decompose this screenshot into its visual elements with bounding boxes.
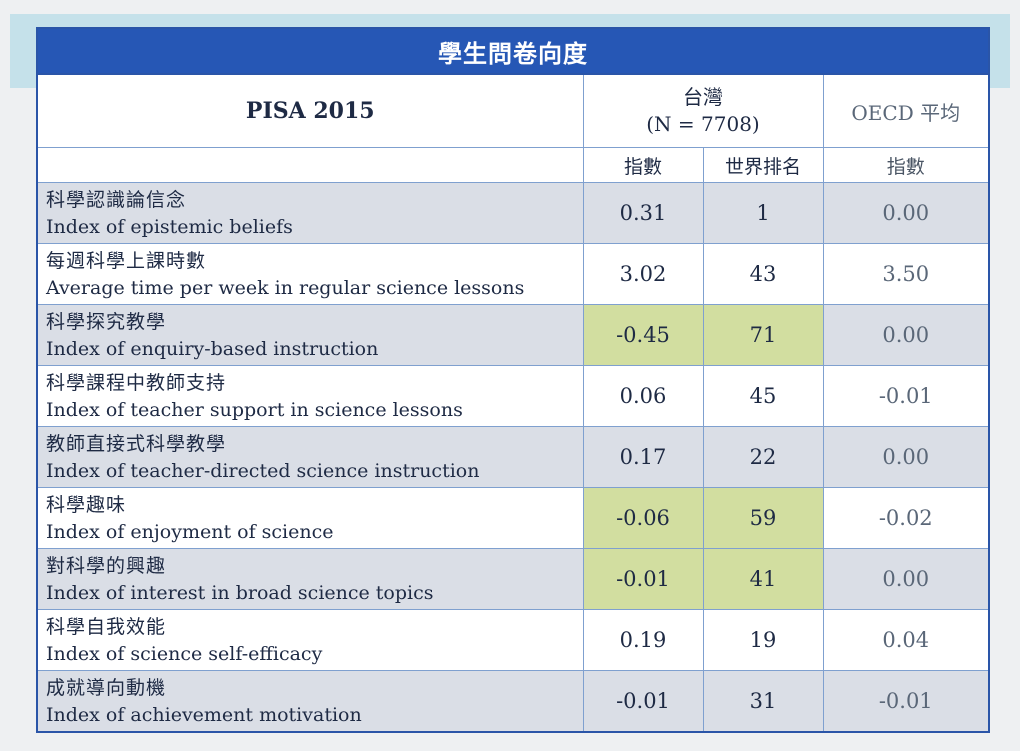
pisa-header: PISA 2015 (36, 73, 584, 148)
table-title: 學生問卷向度 (36, 27, 990, 75)
row-label: 科學趣味 Index of enjoyment of science (36, 487, 584, 549)
world-rank-cell: 45 (702, 365, 824, 427)
oecd-average-label: 平均 (920, 100, 961, 125)
taiwan-index-cell: 0.19 (582, 609, 704, 671)
subheader-world-rank: 世界排名 (702, 147, 824, 183)
oecd-index-cell: 3.50 (822, 243, 990, 305)
row-label: 科學認識論信念 Index of epistemic beliefs (36, 182, 584, 244)
oecd-index-cell: 0.04 (822, 609, 990, 671)
row-label: 每週科學上課時數 Average time per week in regular… (36, 243, 584, 305)
row-label: 對科學的興趣 Index of interest in broad science… (36, 548, 584, 610)
row-label-english: Index of enquiry-based instruction (46, 338, 379, 360)
row-label-english: Index of enjoyment of science (46, 521, 334, 543)
world-rank-cell: 22 (702, 426, 824, 488)
oecd-index-cell: 0.00 (822, 548, 990, 610)
world-rank-cell: 59 (702, 487, 824, 549)
world-rank-cell: 41 (702, 548, 824, 610)
oecd-index-cell: -0.01 (822, 365, 990, 427)
taiwan-label: 台灣 (683, 85, 723, 109)
row-label: 科學課程中教師支持 Index of teacher support in sci… (36, 365, 584, 427)
taiwan-index-cell: 0.06 (582, 365, 704, 427)
table-row: 科學課程中教師支持 Index of teacher support in sci… (36, 365, 990, 427)
row-label-chinese: 科學趣味 (46, 494, 127, 516)
taiwan-index-cell: -0.06 (582, 487, 704, 549)
world-rank-cell: 31 (702, 670, 824, 733)
table-row: 對科學的興趣 Index of interest in broad science… (36, 548, 990, 610)
blank-subheader-cell (36, 147, 584, 183)
taiwan-sample-size: (N = 7708) (646, 112, 760, 136)
row-label-chinese: 科學課程中教師支持 (46, 372, 227, 394)
row-label-chinese: 科學自我效能 (46, 616, 167, 638)
row-label-english: Index of achievement motivation (46, 704, 362, 726)
pisa-questionnaire-table: 學生問卷向度 PISA 2015 台灣 (N = 7708) OECD 平均 指… (36, 27, 990, 733)
row-label-english: Average time per week in regular science… (46, 277, 525, 299)
row-label: 成就導向動機 Index of achievement motivation (36, 670, 584, 733)
row-label-chinese: 科學認識論信念 (46, 189, 187, 211)
taiwan-index-cell: 0.17 (582, 426, 704, 488)
table-row: 教師直接式科學教學 Index of teacher-directed scien… (36, 426, 990, 488)
row-label-chinese: 每週科學上課時數 (46, 250, 207, 272)
oecd-index-cell: 0.00 (822, 426, 990, 488)
world-rank-cell: 71 (702, 304, 824, 366)
table-row: 科學自我效能 Index of science self-efficacy 0.19… (36, 609, 990, 671)
taiwan-index-cell: -0.01 (582, 548, 704, 610)
oecd-index-cell: 0.00 (822, 304, 990, 366)
world-rank-cell: 1 (702, 182, 824, 244)
taiwan-header: 台灣 (N = 7708) (582, 73, 824, 148)
row-label: 科學探究教學 Index of enquiry-based instruction (36, 304, 584, 366)
table-row: 科學探究教學 Index of enquiry-based instruction… (36, 304, 990, 366)
table-row: 科學認識論信念 Index of epistemic beliefs 0.31 1 0.… (36, 182, 990, 244)
oecd-index-cell: -0.01 (822, 670, 990, 733)
row-label: 科學自我效能 Index of science self-efficacy (36, 609, 584, 671)
subheader-index: 指數 (582, 147, 704, 183)
row-label-english: Index of interest in broad science topic… (46, 582, 434, 604)
subheader-oecd-index: 指數 (822, 147, 990, 183)
world-rank-cell: 43 (702, 243, 824, 305)
table-row: 科學趣味 Index of enjoyment of science -0.06 59… (36, 487, 990, 549)
taiwan-index-cell: -0.01 (582, 670, 704, 733)
row-label-chinese: 成就導向動機 (46, 677, 167, 699)
oecd-header: OECD 平均 (822, 73, 990, 148)
table-row: 每週科學上課時數 Average time per week in regular… (36, 243, 990, 305)
oecd-label: OECD (851, 100, 914, 125)
row-label-english: Index of science self-efficacy (46, 643, 323, 665)
row-label-english: Index of teacher support in science less… (46, 399, 463, 421)
row-label-chinese: 對科學的興趣 (46, 555, 167, 577)
taiwan-index-cell: 3.02 (582, 243, 704, 305)
row-label-chinese: 科學探究教學 (46, 311, 167, 333)
oecd-index-cell: -0.02 (822, 487, 990, 549)
oecd-index-cell: 0.00 (822, 182, 990, 244)
world-rank-cell: 19 (702, 609, 824, 671)
row-label-english: Index of epistemic beliefs (46, 216, 293, 238)
row-label-chinese: 教師直接式科學教學 (46, 433, 227, 455)
taiwan-index-cell: -0.45 (582, 304, 704, 366)
row-label: 教師直接式科學教學 Index of teacher-directed scien… (36, 426, 584, 488)
table-row: 成就導向動機 Index of achievement motivation -0.… (36, 670, 990, 733)
taiwan-index-cell: 0.31 (582, 182, 704, 244)
row-label-english: Index of teacher-directed science instru… (46, 460, 480, 482)
